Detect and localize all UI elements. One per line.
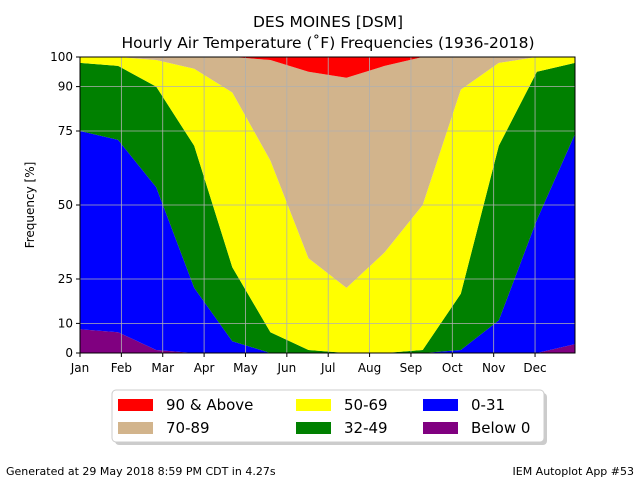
legend-swatch xyxy=(423,422,458,434)
legend-label: Below 0 xyxy=(471,419,530,437)
legend-swatch xyxy=(296,422,331,434)
legend-swatch xyxy=(118,422,153,434)
x-tick-label: Aug xyxy=(358,361,381,375)
chart-subtitle: Hourly Air Temperature (˚F) Frequencies … xyxy=(121,34,534,52)
x-tick-label: Feb xyxy=(111,361,132,375)
area-70-89 xyxy=(80,57,575,288)
legend-label: 50-69 xyxy=(344,396,388,414)
y-tick-label: 0 xyxy=(65,346,73,360)
area-0-31 xyxy=(80,131,575,353)
footer-app: IEM Autoplot App #53 xyxy=(513,465,635,478)
y-tick-label: 75 xyxy=(58,124,73,138)
legend-swatch xyxy=(118,399,153,411)
area-90-above xyxy=(80,57,575,78)
x-tick-label: Nov xyxy=(482,361,505,375)
legend-swatch xyxy=(423,399,458,411)
y-tick-label: 50 xyxy=(58,198,73,212)
legend: 90 & Above 70-89 50-69 32-49 0-31 Below 0 xyxy=(111,389,547,445)
x-tick-label: Oct xyxy=(442,361,463,375)
chart-title: DES MOINES [DSM] xyxy=(253,13,403,31)
x-tick-label: Sep xyxy=(400,361,423,375)
y-tick-label: 100 xyxy=(50,50,73,64)
legend-label: 0-31 xyxy=(471,396,505,414)
x-tick-label: Jan xyxy=(70,361,90,375)
y-tick-label: 10 xyxy=(58,316,73,330)
y-tick-label: 25 xyxy=(58,272,73,286)
x-tick-label: Jul xyxy=(320,361,335,375)
x-tick-label: Mar xyxy=(151,361,174,375)
footer-generated: Generated at 29 May 2018 8:59 PM CDT in … xyxy=(6,465,276,478)
x-tick-label: May xyxy=(233,361,258,375)
legend-swatch xyxy=(296,399,331,411)
legend-label: 70-89 xyxy=(166,419,210,437)
x-tick-label: Dec xyxy=(523,361,546,375)
x-axis: Jan Feb Mar Apr May Jun Jul Aug Sep Oct Nov Dec xyxy=(70,353,547,375)
legend-label: 90 & Above xyxy=(166,396,253,414)
y-tick-label: 90 xyxy=(58,80,73,94)
area-below-0 xyxy=(80,329,575,353)
y-axis: 0 10 25 50 75 90 100 xyxy=(50,50,80,360)
x-tick-label: Jun xyxy=(276,361,296,375)
legend-label: 32-49 xyxy=(344,419,388,437)
x-tick-label: Apr xyxy=(194,361,215,375)
y-axis-label: Frequency [%] xyxy=(23,162,37,249)
